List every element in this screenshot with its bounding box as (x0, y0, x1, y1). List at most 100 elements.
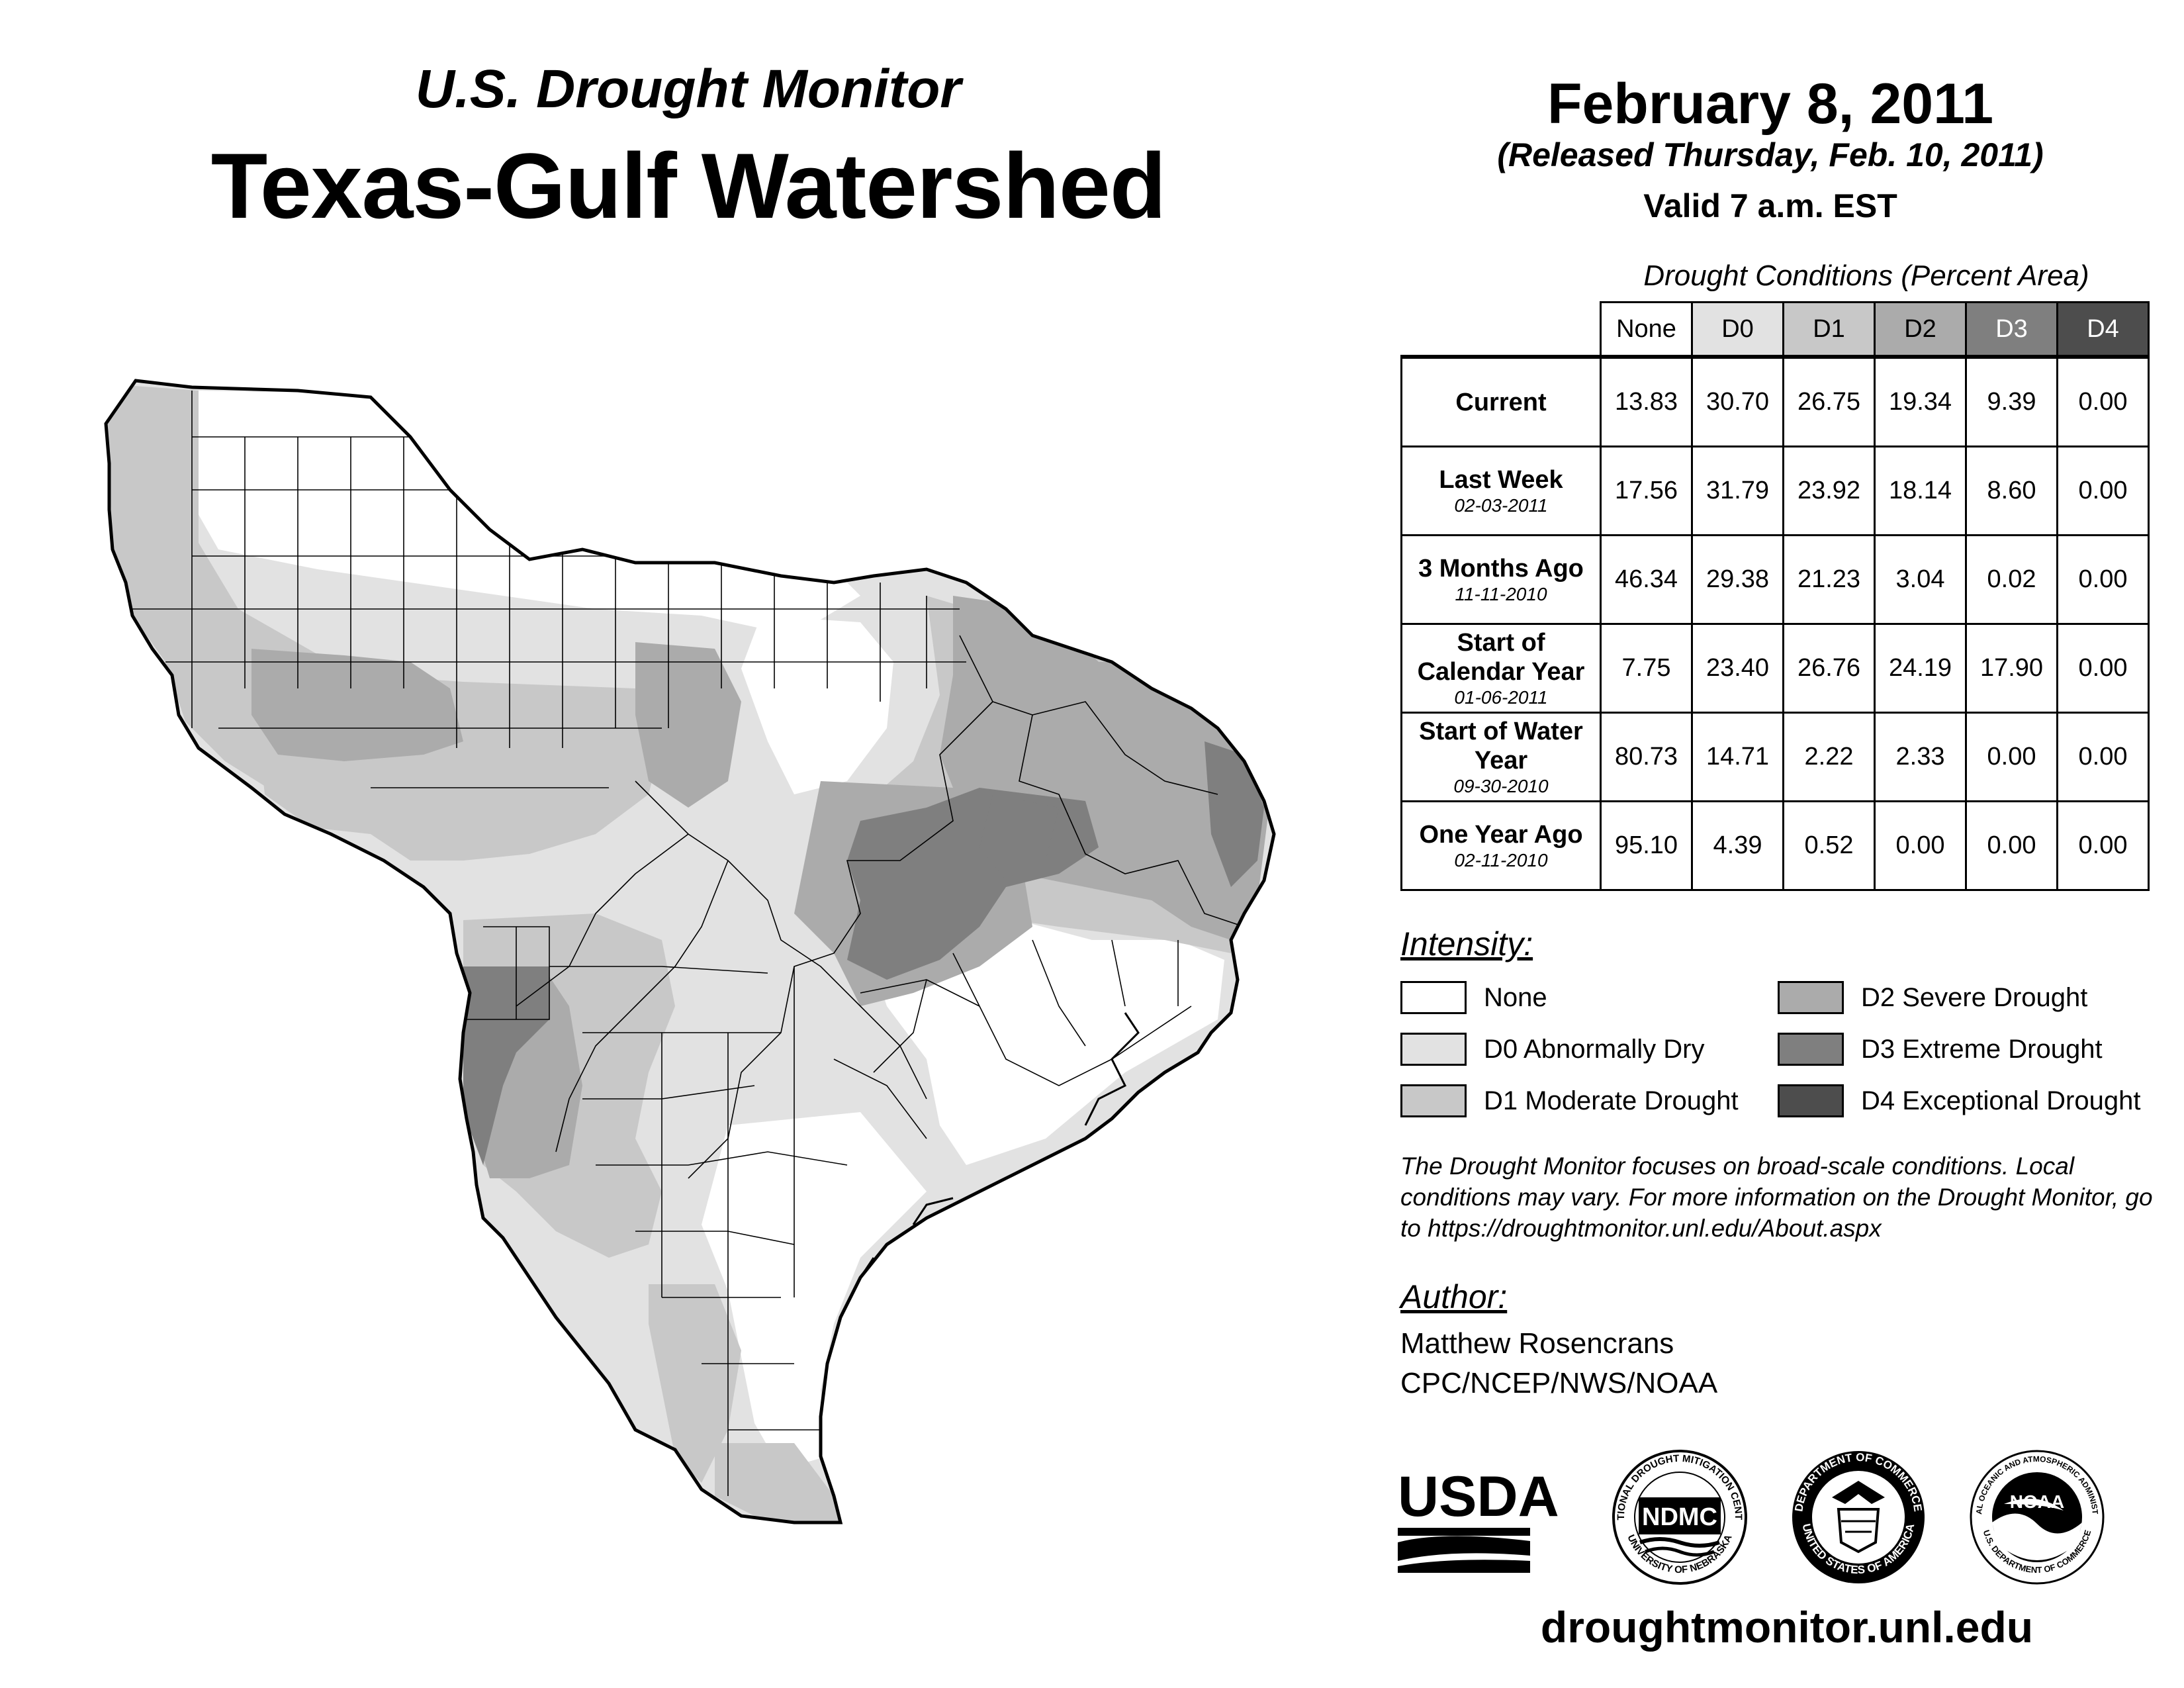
legend-swatch (1400, 981, 1467, 1014)
table-cell: 24.19 (1874, 623, 1967, 714)
table-cell: 30.70 (1691, 355, 1784, 447)
row-label: 3 Months Ago (1418, 554, 1584, 583)
row-label: Current (1455, 388, 1547, 416)
county-boundaries (132, 391, 1245, 1496)
conditions-caption: Drought Conditions (Percent Area) (1643, 259, 2089, 292)
col-header: None (1600, 301, 1693, 358)
table-cell: 17.90 (1965, 623, 2058, 714)
website-link[interactable]: droughtmonitor.unl.edu (1540, 1603, 2034, 1652)
none-zone-central (741, 616, 893, 794)
d3-zone-southwest (463, 966, 549, 1165)
usda-logo: USDA (1398, 1465, 1559, 1573)
row-date: 09-30-2010 (1453, 775, 1549, 796)
col-header: D1 (1782, 301, 1876, 358)
table-row: Current 13.83 30.70 26.75 19.34 9.39 0.0… (1400, 355, 2150, 447)
table-cell: 14.71 (1691, 712, 1784, 802)
title-watershed: Texas-Gulf Watershed (210, 134, 1167, 238)
noaa-seal: NOAA NATIONAL OCEANIC AND ATMOSPHERIC AD… (1970, 1450, 2105, 1585)
row-label: Last Week (1439, 465, 1563, 494)
table-cell: 0.00 (2056, 445, 2150, 536)
table-cell: 95.10 (1600, 800, 1693, 891)
row-label: Start of Water Year (1419, 717, 1583, 774)
table-row: One Year Ago 02-11-2010 95.10 4.39 0.52 0… (1400, 800, 2150, 891)
table-cell: 23.40 (1691, 623, 1784, 714)
row-header: Start of Water Year 09-30-2010 (1400, 712, 1602, 802)
table-cell: 4.39 (1691, 800, 1784, 891)
watershed-outline (104, 379, 1276, 1524)
coastline-bays (859, 1012, 1140, 1278)
col-header: D4 (2056, 301, 2150, 358)
row-header: 3 Months Ago 11-11-2010 (1400, 534, 1602, 625)
legend-label: D2 Severe Drought (1861, 983, 2088, 1012)
col-header: D2 (1874, 301, 1967, 358)
table-cell: 0.52 (1782, 800, 1876, 891)
legend-label: None (1484, 983, 1547, 1012)
table-cell: 0.02 (1965, 534, 2058, 625)
table-cell: 23.92 (1782, 445, 1876, 536)
noaa-wordmark: NOAA (2010, 1491, 2064, 1512)
row-header: One Year Ago 02-11-2010 (1400, 800, 1602, 891)
table-header-row: None D0 D1 D2 D3 D4 (1401, 301, 2150, 358)
legend-label: D1 Moderate Drought (1484, 1086, 1739, 1115)
row-header: Last Week 02-03-2011 (1400, 445, 1602, 536)
table-row: 3 Months Ago 11-11-2010 46.34 29.38 21.23… (1400, 534, 2150, 625)
table-cell: 26.75 (1782, 355, 1876, 447)
legend-label: D3 Extreme Drought (1861, 1035, 2103, 1064)
table-corner (1401, 302, 1602, 358)
table-cell: 2.22 (1782, 712, 1876, 802)
table-cell: 7.75 (1600, 623, 1693, 714)
legend-swatch (1778, 1033, 1844, 1066)
table-cell: 2.33 (1874, 712, 1967, 802)
table-cell: 17.56 (1600, 445, 1693, 536)
table-cell: 26.76 (1782, 623, 1876, 714)
commerce-seal: DEPARTMENT OF COMMERCE UNITED STATES OF … (1792, 1451, 1925, 1583)
row-header: Current (1400, 355, 1602, 447)
ndmc-seal: NDMC NATIONAL DROUGHT MITIGATION CENTER … (1612, 1450, 1747, 1585)
table-cell: 13.83 (1600, 355, 1693, 447)
table-cell: 0.00 (2056, 355, 2150, 447)
table-cell: 29.38 (1691, 534, 1784, 625)
table-cell: 18.14 (1874, 445, 1967, 536)
row-label: One Year Ago (1419, 820, 1583, 849)
table-cell: 0.00 (1874, 800, 1967, 891)
table-cell: 9.39 (1965, 355, 2058, 447)
map-date: February 8, 2011 (1547, 72, 1994, 136)
d2-zone-west (251, 649, 463, 761)
row-date: 02-11-2010 (1454, 849, 1548, 870)
table-cell: 46.34 (1600, 534, 1693, 625)
release-date: (Released Thursday, Feb. 10, 2011) (1497, 136, 2044, 173)
title-us-drought-monitor: U.S. Drought Monitor (415, 59, 962, 119)
table-cell: 80.73 (1600, 712, 1693, 802)
d1-zone-south-strip (649, 1284, 741, 1483)
row-date: 02-03-2011 (1454, 494, 1548, 516)
table-row: Start of Calendar Year 01-06-2011 7.75 23… (1400, 623, 2150, 714)
table-cell: 0.00 (1965, 712, 2058, 802)
table-cell: 3.04 (1874, 534, 1967, 625)
usda-wordmark: USDA (1398, 1465, 1559, 1528)
table-cell: 0.00 (1965, 800, 2058, 891)
row-label: Start of Calendar Year (1417, 628, 1585, 686)
d3-zone-east-edge (1205, 741, 1264, 887)
legend-swatch (1400, 1084, 1467, 1117)
table-cell: 8.60 (1965, 445, 2058, 536)
table-cell: 31.79 (1691, 445, 1784, 536)
d3-zone-central-b (979, 794, 1059, 880)
valid-time: Valid 7 a.m. EST (1643, 187, 1897, 224)
table-cell: 0.00 (2056, 800, 2150, 891)
table-cell: 0.00 (2056, 534, 2150, 625)
agency-logos: USDA NDMC NATIONAL DROUGHT MITIGATION CE… (1398, 1450, 2105, 1585)
legend-swatch (1778, 981, 1844, 1014)
none-zone-south (702, 1112, 927, 1470)
author-name: Matthew Rosencrans (1400, 1327, 1674, 1360)
legend-swatch (1400, 1033, 1467, 1066)
col-header: D3 (1965, 301, 2058, 358)
legend-label: D0 Abnormally Dry (1484, 1035, 1705, 1064)
legend-label: D4 Exceptional Drought (1861, 1086, 2141, 1115)
table-row: Start of Water Year 09-30-2010 80.73 14.7… (1400, 712, 2150, 802)
row-date: 01-06-2011 (1454, 686, 1548, 708)
drought-map (104, 379, 1276, 1524)
col-header: D0 (1691, 301, 1784, 358)
table-row: Last Week 02-03-2011 17.56 31.79 23.92 18… (1400, 445, 2150, 536)
table-cell: 0.00 (2056, 712, 2150, 802)
row-header: Start of Calendar Year 01-06-2011 (1400, 623, 1602, 714)
